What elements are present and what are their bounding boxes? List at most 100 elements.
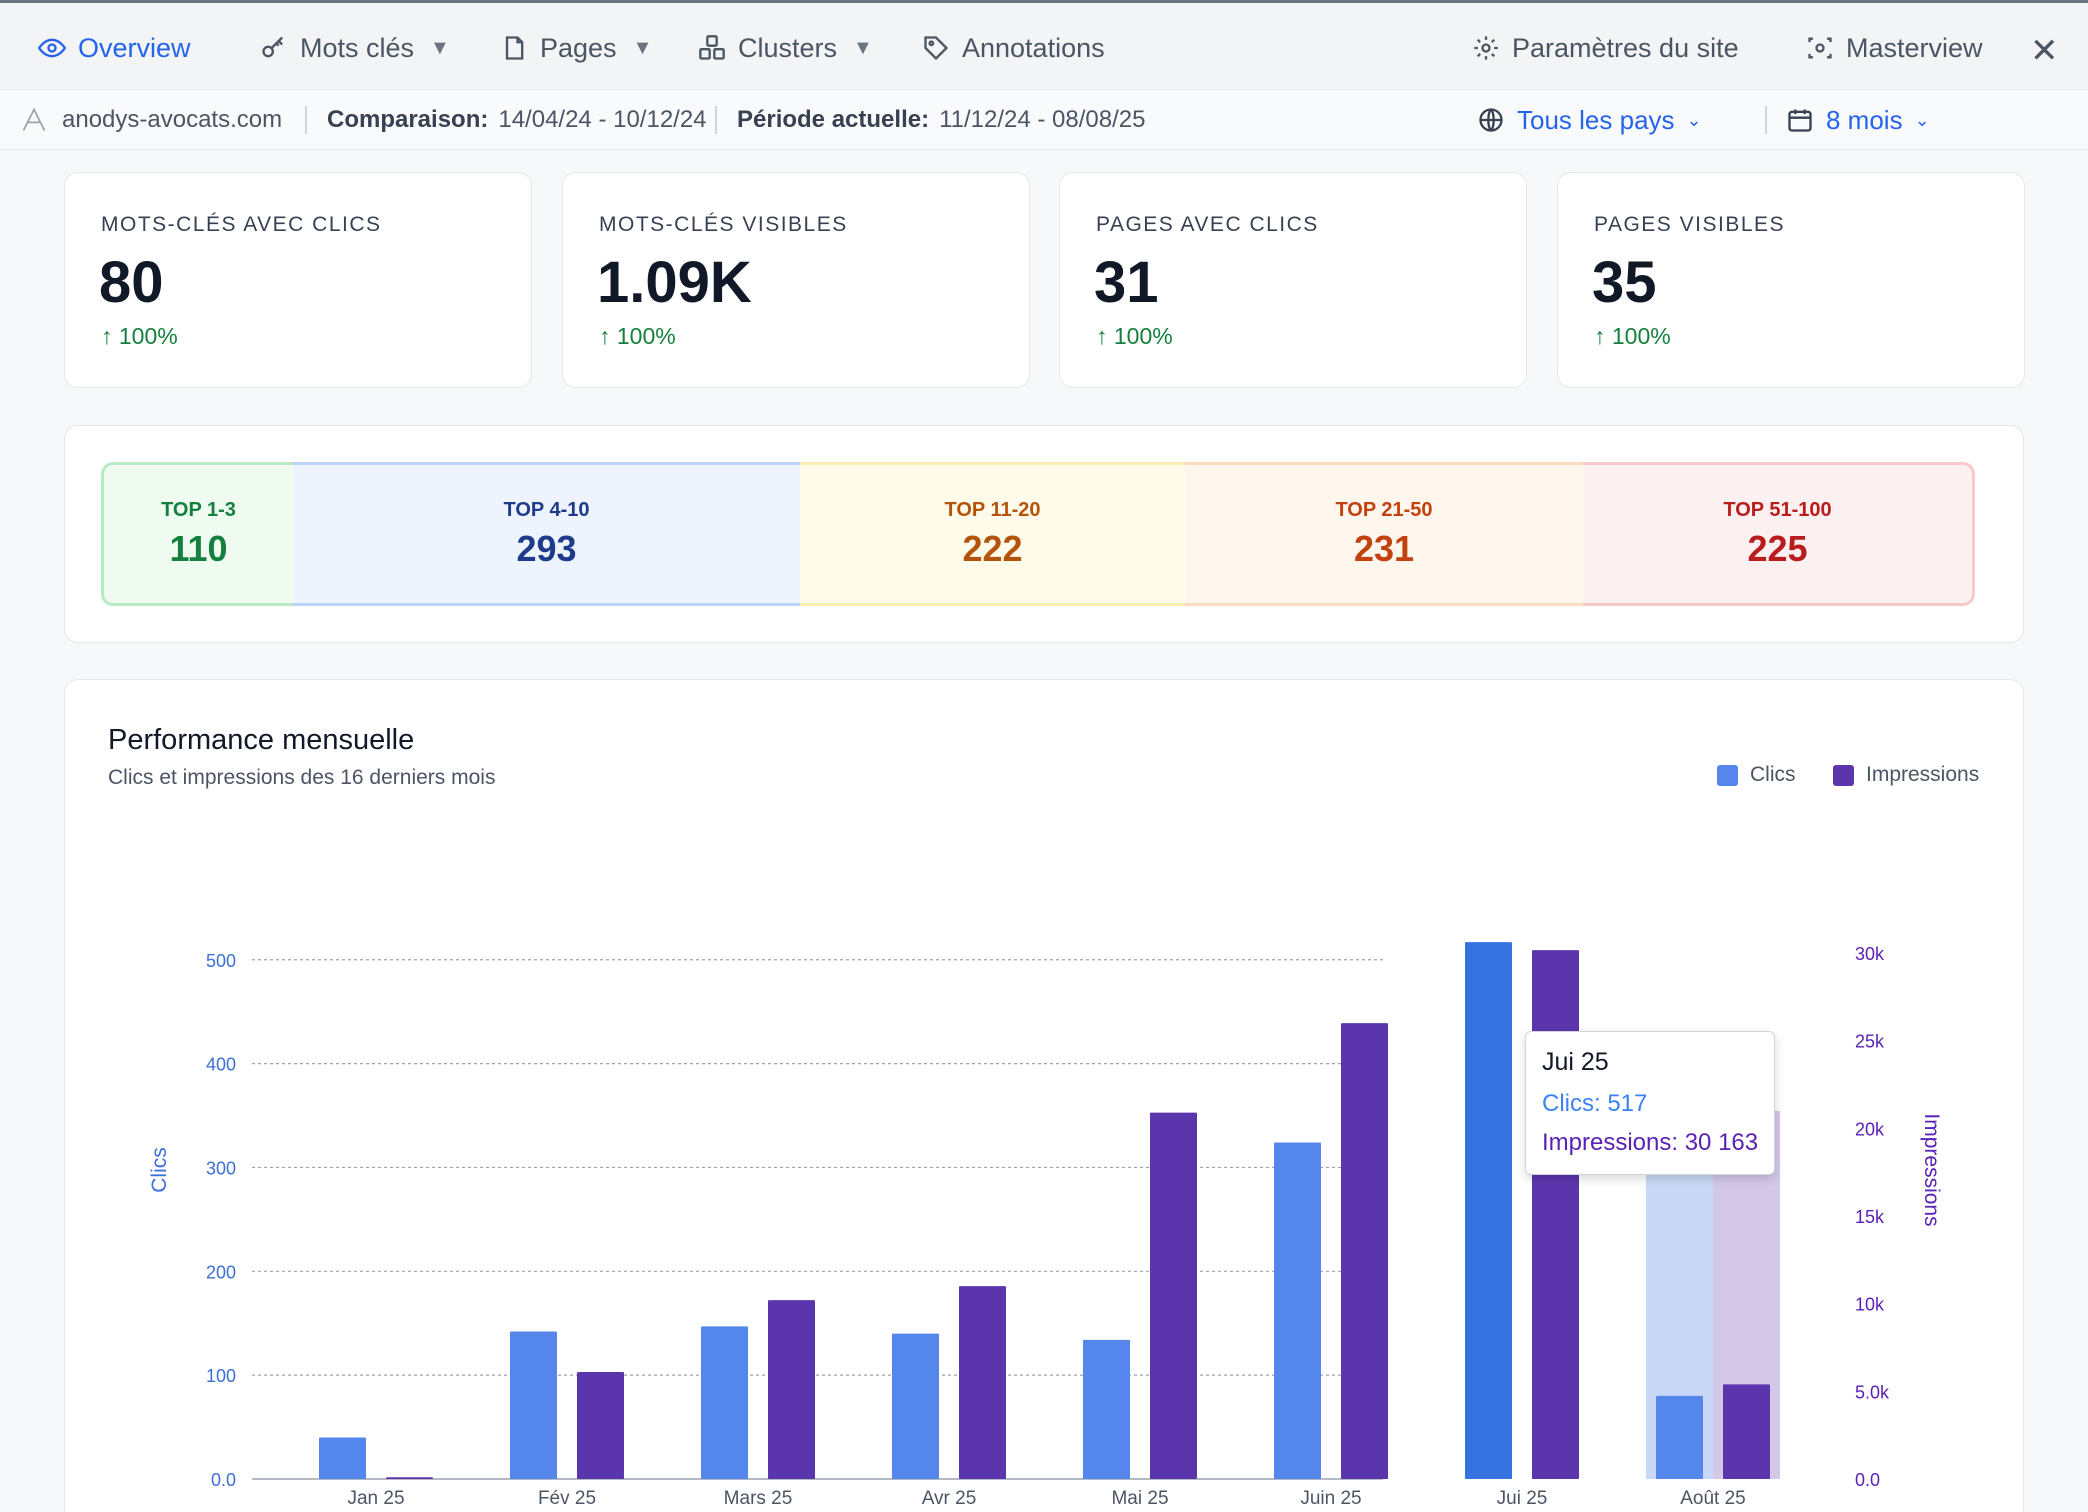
context-bar: anodys-avocats.com Comparaison: 14/04/24… [0,90,2088,150]
tooltip-clics: Clics: 517 [1542,1090,1648,1117]
legend-item-clics[interactable]: Clics [1717,763,1796,787]
range-label: TOP 51-100 [1723,498,1832,521]
x-axis-tick-label: Jui 25 [1497,1488,1548,1509]
x-axis-tick-label: Août 25 [1680,1488,1746,1509]
y2-axis-tick-label: 30k [1855,944,1885,964]
x-axis-tick-label: Mai 25 [1111,1488,1168,1509]
kpi-card-pages-with-clicks: PAGES AVEC CLICS 31 ↑ 100% [1059,172,1527,388]
y-axis-tick-label: 100 [206,1366,236,1386]
masterview-button[interactable]: Masterview [1806,3,1983,93]
range-top-1-3[interactable]: TOP 1-3 110 [101,462,293,606]
site-settings-label: Paramètres du site [1512,32,1739,63]
tooltip-title: Jui 25 [1542,1048,1609,1076]
bar-impressions [1723,1384,1770,1479]
range-top-51-100[interactable]: TOP 51-100 225 [1583,462,1975,606]
tab-annotations[interactable]: Annotations [922,3,1105,93]
kpi-label: MOTS-CLÉS VISIBLES [599,213,848,236]
tab-clusters[interactable]: Clusters ▼ [698,3,873,93]
tab-clusters-label: Clusters [738,32,838,63]
tab-keywords-label: Mots clés [300,32,415,63]
key-icon [262,36,283,58]
legend-swatch [1717,764,1738,786]
tag-icon [924,36,949,61]
gear-icon [1474,36,1498,60]
kpi-label: PAGES AVEC CLICS [1096,213,1319,236]
current-period: Période actuelle: 11/12/24 - 08/08/25 [737,90,1145,150]
kpi-label: MOTS-CLÉS AVEC CLICS [101,213,382,236]
ranking-distribution-card: TOP 1-3 110 TOP 4-10 293 TOP 11-20 222 T… [64,425,2024,643]
site-settings-button[interactable]: Paramètres du site [1472,3,1739,93]
y-axis-tick-label: 500 [206,951,236,971]
bar-impressions [1341,1023,1388,1479]
close-icon[interactable]: ✕ [2030,32,2059,70]
tab-pages[interactable]: Pages ▼ [500,3,652,93]
bar-clics [892,1333,939,1479]
y-axis-tick-label: 0.0 [211,1470,236,1490]
comparison-range: Comparaison: 14/04/24 - 10/12/24 [327,90,707,150]
y2-axis-label: Impressions [1920,1113,1943,1226]
calendar-icon [1788,109,1812,132]
kpi-card-visible-keywords: MOTS-CLÉS VISIBLES 1.09K ↑ 100% [562,172,1030,388]
bar-clics [1465,942,1512,1479]
bar-impressions [1532,950,1579,1479]
range-value: 222 [962,527,1023,569]
bar-clics [1083,1339,1130,1479]
y-axis-tick-label: 400 [206,1055,236,1075]
top-navigation: Overview Mots clés ▼ Pages ▼ Clusters ▼ … [0,0,2088,94]
chart-title: Performance mensuelle [108,724,415,756]
divider [305,106,307,134]
chevron-down-icon: ▼ [430,36,450,59]
chevron-down-icon: ⌄ [1686,109,1702,130]
divider [1765,106,1767,134]
range-value: 110 [169,527,228,569]
kpi-card-keywords-with-clicks: MOTS-CLÉS AVEC CLICS 80 ↑ 100% [64,172,532,388]
chevron-down-icon: ▼ [853,36,873,59]
x-axis-tick-label: Fév 25 [538,1488,596,1509]
bar-clics [1656,1395,1703,1479]
current-period-value: 11/12/24 - 08/08/25 [939,106,1146,133]
range-top-11-20[interactable]: TOP 11-20 222 [800,462,1185,606]
site-name: anodys-avocats.com [62,106,283,133]
range-value: 231 [1353,527,1415,569]
kpi-label: PAGES VISIBLES [1594,213,1786,236]
x-axis-tick-label: Jan 25 [347,1488,404,1509]
chart-subtitle: Clics et impressions des 16 derniers moi… [108,766,496,789]
bar-clics [1274,1142,1321,1479]
file-icon [505,36,524,60]
range-label: TOP 21-50 [1335,498,1433,521]
kpi-delta-value: 100% [616,323,676,349]
kpi-delta: ↑ 100% [1594,323,1671,349]
kpi-value: 35 [1592,250,1657,315]
y2-axis-tick-label: 5.0k [1855,1382,1890,1402]
legend-swatch [1833,764,1854,786]
country-selector[interactable]: Tous les pays ⌄ [1477,90,1702,150]
y2-axis-tick-label: 15k [1855,1207,1885,1227]
bar-impressions [386,1477,433,1479]
period-selector[interactable]: 8 mois ⌄ [1786,90,1930,150]
monthly-performance-card: Performance mensuelle Clics et impressio… [64,679,2024,1512]
legend-item-impressions[interactable]: Impressions [1833,763,1979,787]
y2-axis-tick-label: 10k [1855,1295,1885,1315]
kpi-delta-value: 100% [118,323,178,349]
y-axis-tick-label: 200 [206,1262,236,1282]
range-top-21-50[interactable]: TOP 21-50 231 [1185,462,1583,606]
range-top-4-10[interactable]: TOP 4-10 293 [293,462,800,606]
kpi-value: 31 [1094,250,1159,315]
scan-eye-icon [1808,37,1832,59]
kpi-delta: ↑ 100% [1096,323,1173,349]
tooltip-impressions: Impressions: 30 163 [1542,1129,1759,1156]
kpi-delta-value: 100% [1113,323,1173,349]
comparison-label: Comparaison: [327,106,489,133]
kpi-delta: ↑ 100% [599,323,676,349]
tab-overview[interactable]: Overview [18,3,211,94]
y-axis-tick-label: 300 [206,1158,236,1178]
chart-tooltip: Jui 25 Clics: 517 Impressions: 30 163 [1525,1031,1775,1175]
chevron-down-icon: ▼ [632,36,653,59]
range-label: TOP 4-10 [503,498,590,521]
kpi-value: 1.09K [597,250,752,315]
eye-icon [38,38,66,58]
tab-keywords[interactable]: Mots clés ▼ [260,3,450,93]
site-selector[interactable]: anodys-avocats.com [20,90,282,150]
kpi-delta-value: 100% [1611,323,1671,349]
x-axis-tick-label: Avr 25 [922,1488,977,1509]
